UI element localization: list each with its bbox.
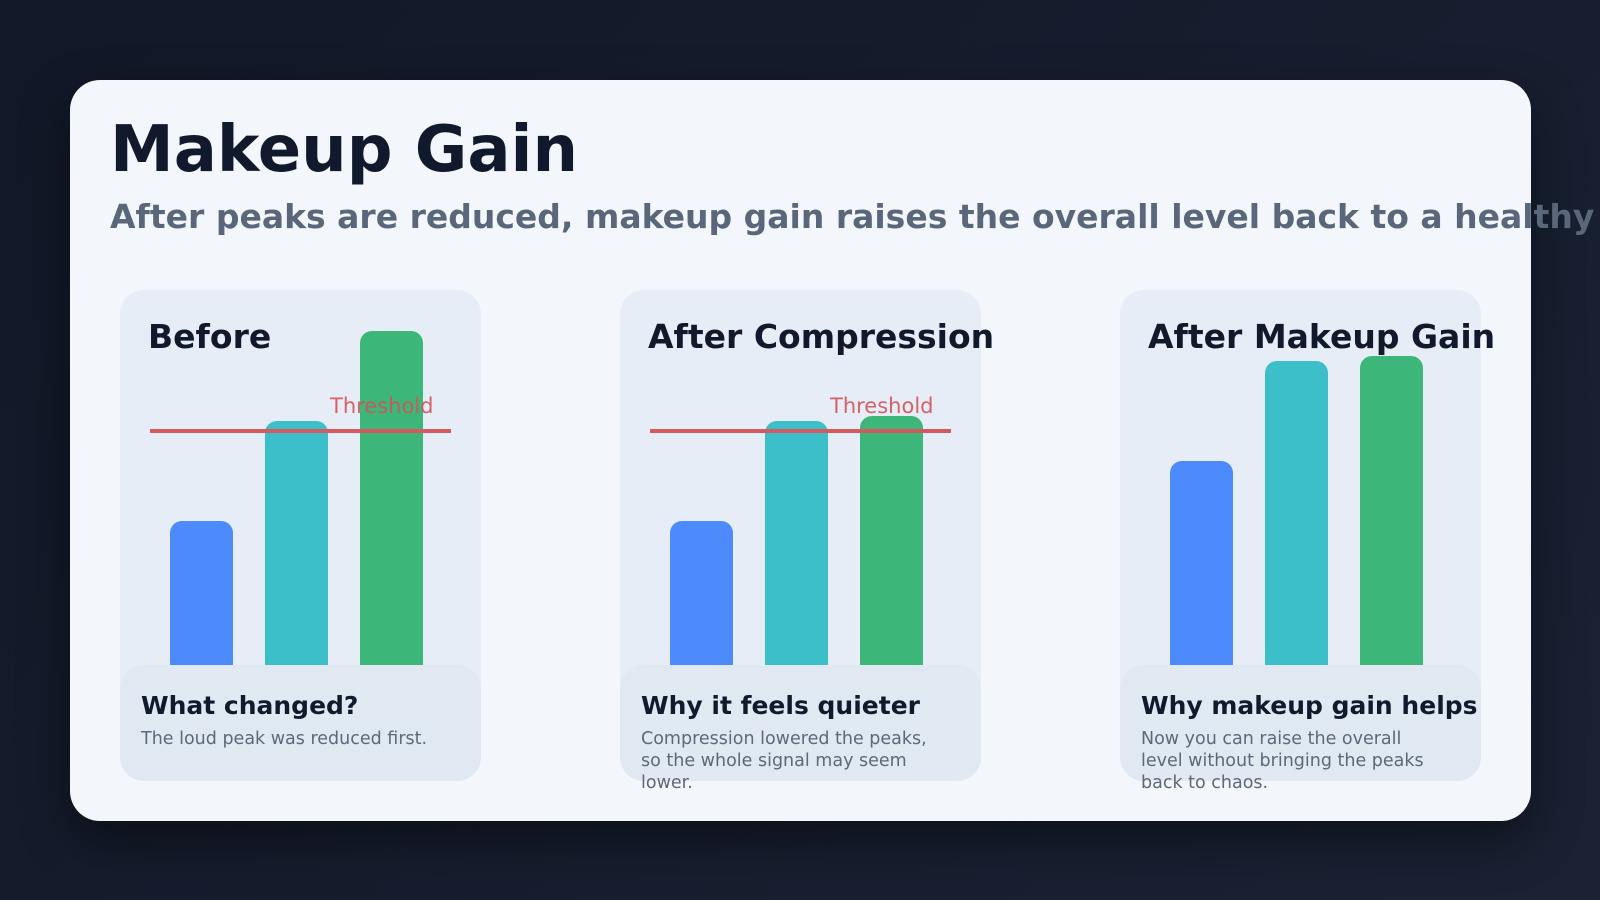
panel-after-compression: After Compression Threshold Why it feels… xyxy=(620,290,994,793)
bar-mid xyxy=(265,421,328,666)
threshold-line xyxy=(650,429,951,433)
threshold-label: Threshold xyxy=(330,394,434,418)
caption-box: Why it feels quieter Compression lowered… xyxy=(620,665,981,793)
bar-chart: Threshold xyxy=(620,290,981,666)
bar-mid xyxy=(765,421,828,666)
bar-peak xyxy=(1360,356,1423,666)
bar-peak xyxy=(360,331,423,666)
panel-after-makeup-gain: After Makeup Gain Why makeup gain helps … xyxy=(1120,290,1495,793)
caption-box: What changed? The loud peak was reduced … xyxy=(120,665,481,781)
threshold-label: Threshold xyxy=(830,394,934,418)
bar-chart xyxy=(1120,290,1481,666)
threshold-line xyxy=(150,429,451,433)
bar-quiet xyxy=(670,521,733,666)
bar-peak xyxy=(860,416,923,666)
bar-quiet xyxy=(1170,461,1233,666)
caption-title: Why makeup gain helps xyxy=(1141,691,1478,720)
bar-quiet xyxy=(170,521,233,666)
panel-before: Before Threshold What changed? The loud … xyxy=(120,290,481,781)
caption-text: Now you can raise the overall level with… xyxy=(1141,729,1424,793)
panel-title: After Makeup Gain xyxy=(1148,317,1496,356)
bar-chart: Threshold xyxy=(120,290,481,666)
caption-title: What changed? xyxy=(141,691,359,720)
panel-title: After Compression xyxy=(648,317,995,356)
panel-title: Before xyxy=(148,317,272,356)
bar-mid xyxy=(1265,361,1328,666)
caption-text: Compression lowered the peaks, so the wh… xyxy=(641,729,927,793)
page-subtitle: After peaks are reduced, makeup gain rai… xyxy=(110,197,1600,236)
page-title: Makeup Gain xyxy=(110,113,578,187)
caption-title: Why it feels quieter xyxy=(641,691,920,720)
caption-text: The loud peak was reduced first. xyxy=(141,729,428,749)
caption-box: Why makeup gain helps Now you can raise … xyxy=(1120,665,1481,793)
